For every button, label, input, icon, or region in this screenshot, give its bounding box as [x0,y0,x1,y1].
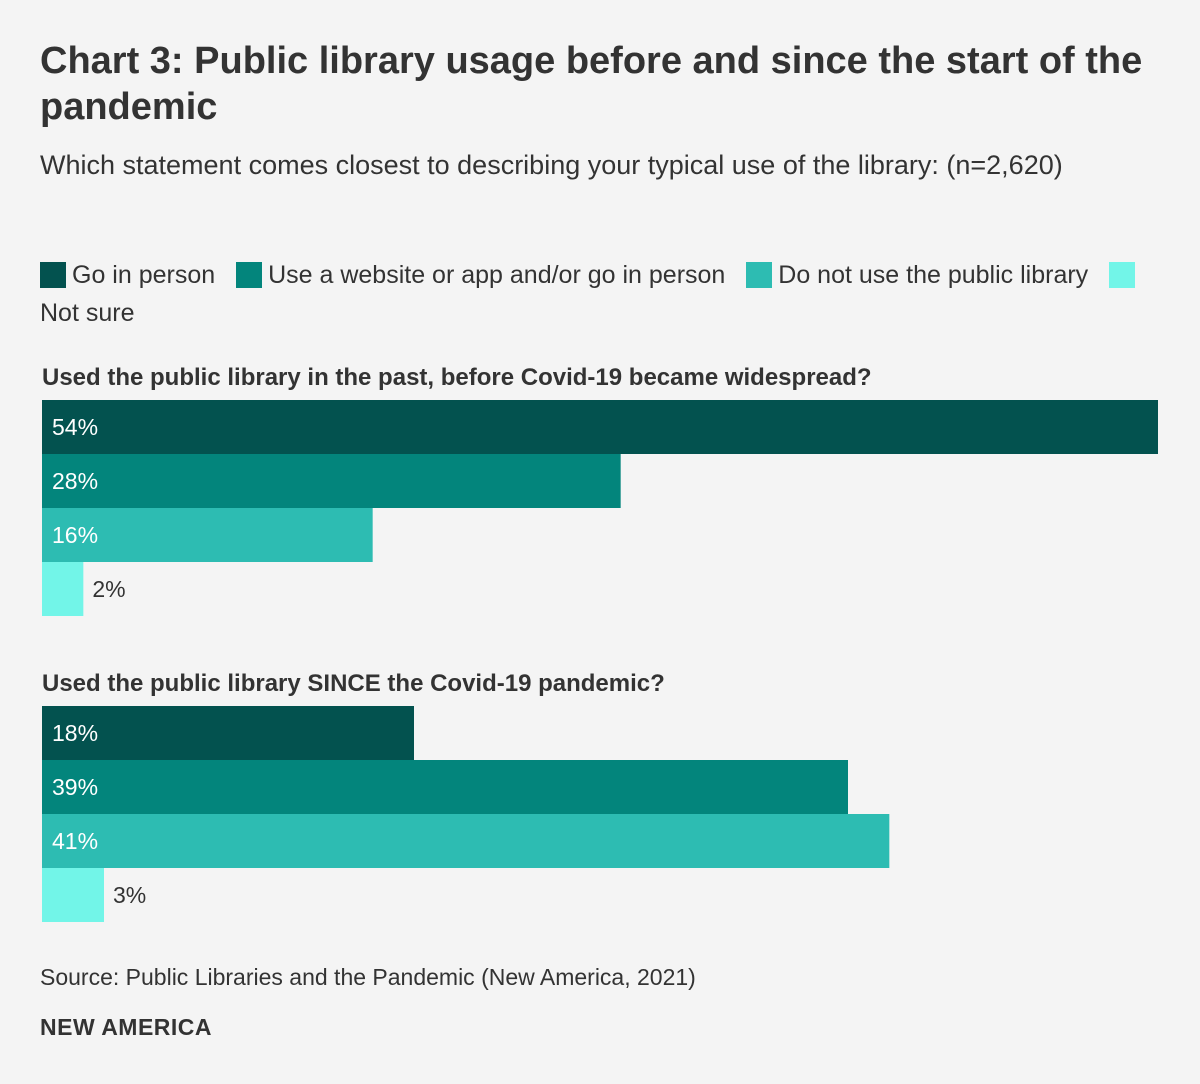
bar-value-label: 28% [52,468,98,494]
panel-title: Used the public library in the past, bef… [42,364,872,391]
bar-value-label: 41% [52,828,98,854]
bar [42,400,1158,454]
legend-label: Not sure [40,299,135,327]
legend-item-not-sure: Not sure [40,261,1141,327]
legend-swatch [40,262,66,288]
bar [42,508,373,562]
bar-value-label: 39% [52,774,98,800]
bar-value-label: 18% [52,720,98,746]
legend-item-website-or-app: Use a website or app and/or go in person [236,261,725,289]
bar [42,454,621,508]
bar [42,868,104,922]
chart-subtitle: Which statement comes closest to describ… [40,150,1063,180]
chart-legend: Go in person Use a website or app and/or… [40,256,1165,332]
legend-swatch [746,262,773,288]
source-note: Source: Public Libraries and the Pandemi… [40,964,696,990]
panel-title: Used the public library SINCE the Covid-… [42,670,665,697]
legend-item-do-not-use: Do not use the public library [746,261,1088,289]
bar-value-label: 3% [113,882,146,908]
legend-label: Use a website or app and/or go in person [268,261,726,289]
bar-value-label: 16% [52,522,98,548]
bar [42,814,890,868]
bar [42,760,848,814]
bar [42,706,414,760]
legend-label: Do not use the public library [778,261,1089,289]
chart-title: Chart 3: Public library usage before and… [40,40,1143,128]
bar-value-label: 2% [92,576,125,602]
legend-item-go-in-person: Go in person [40,261,215,289]
bar [42,562,84,616]
legend-label: Go in person [72,261,216,289]
legend-swatch [1109,262,1136,288]
brand-logo-text: NEW AMERICA [40,1014,213,1040]
bar-value-label: 54% [52,414,98,440]
legend-swatch [236,262,263,288]
